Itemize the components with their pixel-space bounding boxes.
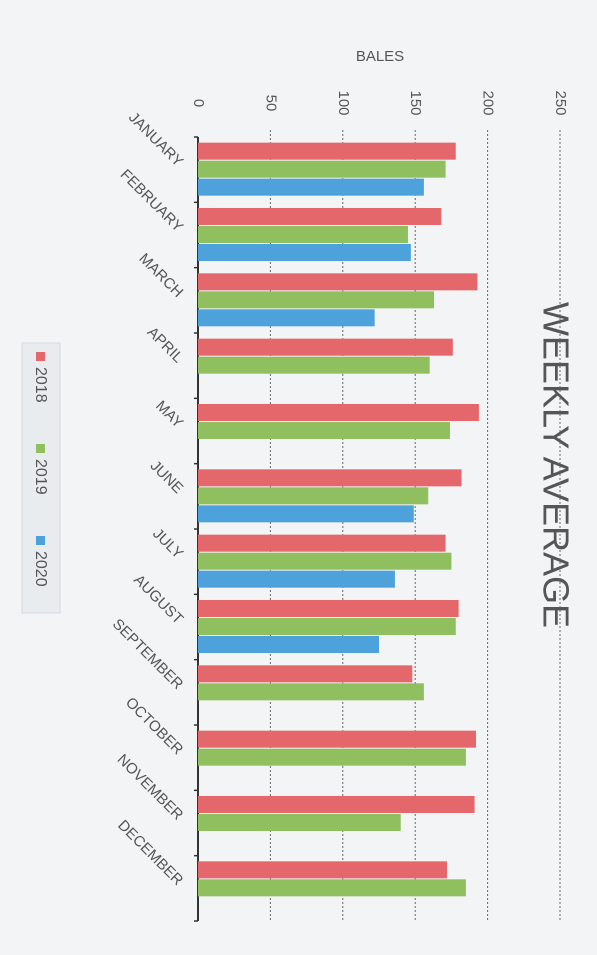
bar	[198, 404, 479, 421]
bar	[198, 244, 411, 261]
x-tick-label: 50	[262, 95, 279, 112]
legend-label: 2018	[32, 367, 49, 403]
bar	[198, 338, 453, 356]
bar	[198, 505, 414, 523]
axis-label: BALES	[356, 48, 404, 65]
x-tick-label: 100	[335, 90, 352, 115]
legend	[21, 342, 61, 614]
bar	[198, 291, 435, 309]
legend-marker	[36, 536, 45, 545]
legend-label: 2019	[32, 459, 49, 495]
bar	[198, 636, 379, 653]
bar	[198, 879, 466, 897]
bar	[198, 142, 456, 160]
bar	[198, 469, 462, 487]
bar	[198, 748, 466, 766]
bar	[198, 160, 446, 178]
bar	[198, 814, 401, 831]
x-tick-label: 250	[552, 90, 569, 115]
bar	[198, 487, 429, 505]
bar	[198, 570, 395, 588]
bar	[198, 356, 430, 374]
x-tick-label: 0	[190, 99, 207, 107]
bar	[198, 683, 424, 701]
bar	[198, 552, 452, 570]
bar	[198, 730, 477, 748]
bar	[198, 665, 413, 683]
x-tick-label: 200	[480, 90, 497, 115]
bar	[198, 796, 475, 813]
bar	[198, 534, 446, 552]
bar	[198, 273, 478, 291]
bar	[198, 618, 456, 635]
bar	[198, 208, 442, 225]
bar	[198, 422, 450, 439]
x-tick-label: 150	[407, 90, 424, 115]
legend-marker	[36, 352, 45, 361]
bar	[198, 309, 375, 327]
bar	[198, 600, 459, 617]
bar	[198, 178, 424, 196]
chart-title: WEEKLY AVERAGE	[535, 302, 576, 628]
bar	[198, 861, 448, 879]
bar	[198, 226, 408, 243]
legend-marker	[36, 444, 45, 453]
legend-label: 2020	[32, 551, 49, 587]
